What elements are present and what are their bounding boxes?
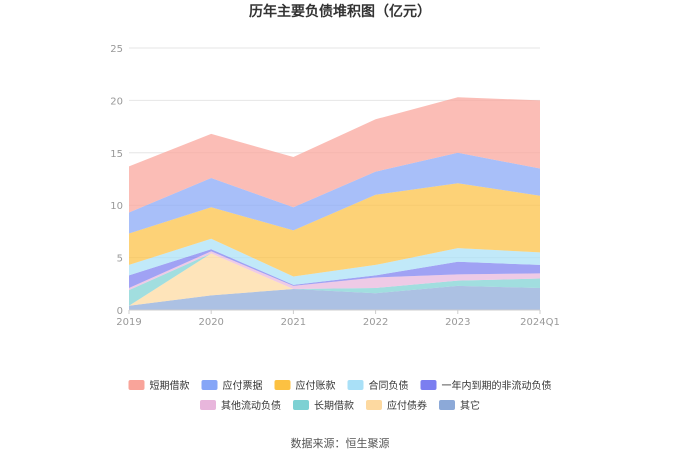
legend-item[interactable]: 短期借款	[128, 379, 190, 392]
series-area-0	[129, 285, 540, 310]
legend-swatch	[274, 380, 291, 390]
legend-item[interactable]: 应付债券	[366, 399, 427, 412]
legend-label: 长期借款	[314, 399, 354, 412]
legend-swatch	[200, 400, 216, 410]
legend-item[interactable]: 应付票据	[201, 379, 263, 392]
legend-item[interactable]: 其他流动负债	[200, 399, 281, 412]
chart-title: 历年主要负债堆积图（亿元）	[249, 3, 431, 20]
legend-swatch	[420, 380, 437, 390]
legend-label: 短期借款	[150, 379, 190, 392]
series-area-1	[129, 253, 540, 306]
series-area-6	[129, 183, 540, 277]
x-tick-label: 2019	[116, 317, 141, 328]
legend-item[interactable]: 一年内到期的非流动负债	[420, 379, 552, 392]
legend-swatch	[439, 400, 455, 410]
legend-item[interactable]: 应付账款	[274, 379, 336, 392]
legend-label: 其他流动负债	[221, 399, 281, 412]
x-tick-label: 2023	[445, 317, 470, 328]
y-tick-label: 10	[110, 201, 123, 212]
x-tick-label: 2022	[363, 317, 388, 328]
y-tick-label: 20	[110, 96, 123, 107]
series-area-5	[129, 238, 540, 285]
series-area-8	[129, 97, 540, 213]
area-layer	[129, 97, 540, 310]
legend-swatch	[347, 380, 364, 390]
x-tick-label: 2020	[198, 317, 223, 328]
legend-swatch	[201, 380, 218, 390]
legend-swatch	[366, 400, 382, 410]
legend-label: 其它	[460, 399, 480, 412]
y-tick-label: 25	[110, 44, 123, 55]
legend-label: 应付债券	[387, 399, 427, 412]
legend-item[interactable]: 其它	[439, 399, 480, 412]
y-tick-label: 5	[117, 254, 123, 265]
series-area-4	[129, 249, 540, 288]
legend-label: 合同负债	[369, 379, 409, 392]
y-tick-label: 0	[117, 306, 123, 317]
series-area-3	[129, 251, 540, 291]
legend-item[interactable]: 合同负债	[347, 379, 409, 392]
data-source-note: 数据来源：恒生聚源	[291, 436, 390, 450]
legend-swatch	[293, 400, 309, 410]
legend-label: 一年内到期的非流动负债	[442, 379, 552, 392]
series-area-7	[129, 152, 540, 234]
legend-label: 应付账款	[296, 379, 336, 392]
legend-item[interactable]: 长期借款	[293, 399, 354, 412]
x-tick-label: 2024Q1	[520, 317, 560, 328]
legend-label: 应付票据	[223, 379, 263, 392]
legend-swatch	[128, 380, 145, 390]
x-tick-label: 2021	[281, 317, 306, 328]
axis-layer: 0 5 10 15 20 25 2019 2020 2021 2022 2023 2024Q1	[110, 44, 560, 328]
y-tick-label: 15	[110, 149, 123, 160]
